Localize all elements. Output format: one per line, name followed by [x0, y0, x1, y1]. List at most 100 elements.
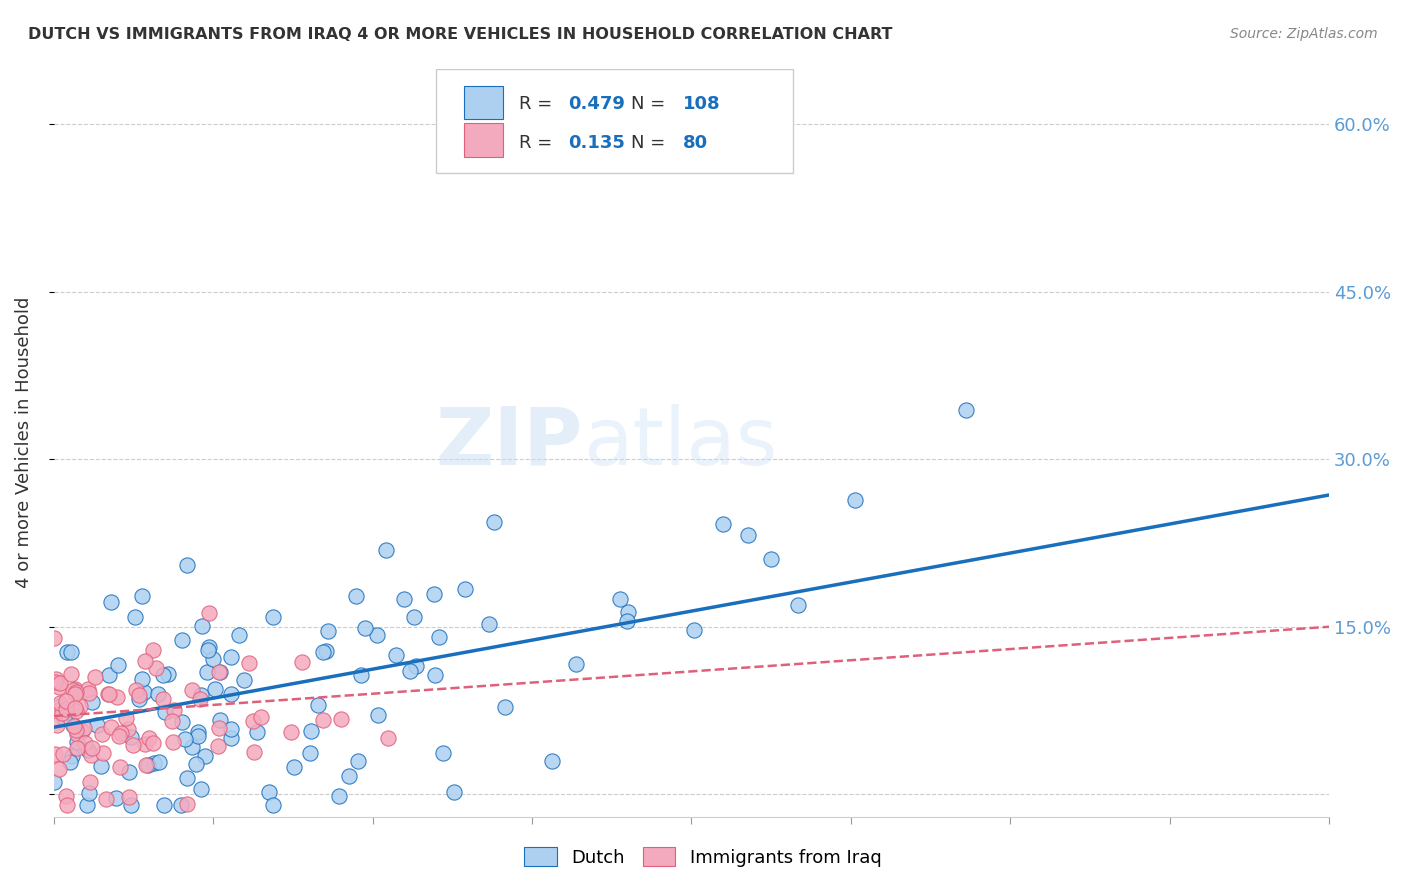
- Point: [49, 699, 72, 714]
- Point: [135, 758, 157, 772]
- Point: [59, 667, 82, 681]
- Point: [195, 665, 218, 679]
- Point: [80, 747, 103, 762]
- Point: [354, 621, 377, 635]
- Point: [77, 743, 100, 757]
- Point: [201, 652, 224, 666]
- Point: [318, 624, 340, 638]
- Point: [298, 746, 321, 760]
- Point: [329, 712, 352, 726]
- Point: [55, 702, 77, 716]
- Point: [122, 738, 145, 752]
- Point: [134, 654, 156, 668]
- Point: [56, 798, 79, 813]
- Point: [160, 714, 183, 728]
- Point: [367, 707, 389, 722]
- Point: [163, 703, 186, 717]
- Text: R =: R =: [519, 135, 558, 153]
- Point: [157, 666, 180, 681]
- Point: [110, 726, 132, 740]
- Point: [91, 747, 114, 761]
- Point: [65, 704, 87, 718]
- Point: [494, 700, 516, 714]
- FancyBboxPatch shape: [464, 86, 503, 120]
- Point: [56, 645, 79, 659]
- Point: [299, 723, 322, 738]
- Point: [76, 682, 98, 697]
- Point: [120, 731, 142, 745]
- Point: [45, 673, 67, 687]
- Point: [97, 667, 120, 681]
- Point: [198, 607, 221, 621]
- Point: [759, 551, 782, 566]
- Point: [44, 747, 66, 761]
- Point: [609, 592, 631, 607]
- Point: [384, 648, 406, 662]
- Point: [242, 745, 264, 759]
- Point: [107, 729, 129, 743]
- Point: [374, 542, 396, 557]
- Point: [44, 674, 66, 689]
- Point: [616, 615, 638, 629]
- Point: [711, 516, 734, 531]
- Point: [291, 655, 314, 669]
- Point: [423, 586, 446, 600]
- Point: [238, 656, 260, 670]
- Point: [152, 692, 174, 706]
- Point: [219, 650, 242, 665]
- Point: [204, 682, 226, 697]
- Point: [346, 755, 368, 769]
- Point: [427, 630, 450, 644]
- Point: [541, 754, 564, 768]
- Point: [155, 705, 177, 719]
- Point: [174, 731, 197, 746]
- FancyBboxPatch shape: [464, 123, 503, 157]
- Point: [115, 711, 138, 725]
- Point: [124, 683, 146, 698]
- Point: [66, 740, 89, 755]
- Point: [65, 687, 87, 701]
- Text: atlas: atlas: [583, 403, 778, 482]
- Point: [108, 759, 131, 773]
- Point: [66, 735, 89, 749]
- Point: [955, 402, 977, 417]
- Point: [69, 698, 91, 713]
- Point: [454, 582, 477, 597]
- Point: [94, 792, 117, 806]
- Point: [138, 731, 160, 746]
- Point: [208, 665, 231, 679]
- Point: [219, 731, 242, 746]
- Point: [128, 691, 150, 706]
- Point: [117, 764, 139, 779]
- Point: [250, 710, 273, 724]
- Point: [100, 595, 122, 609]
- Point: [366, 628, 388, 642]
- Point: [142, 642, 165, 657]
- Point: [44, 775, 66, 789]
- Point: [97, 687, 120, 701]
- Point: [184, 757, 207, 772]
- Text: 0.135: 0.135: [568, 135, 624, 153]
- Point: [105, 791, 128, 805]
- Point: [228, 628, 250, 642]
- Point: [432, 746, 454, 760]
- Point: [377, 731, 399, 745]
- Point: [49, 676, 72, 690]
- Point: [180, 740, 202, 755]
- Text: N =: N =: [631, 95, 672, 113]
- Point: [170, 715, 193, 730]
- Legend: Dutch, Immigrants from Iraq: Dutch, Immigrants from Iraq: [517, 840, 889, 874]
- Point: [63, 719, 86, 733]
- Point: [207, 739, 229, 754]
- Point: [350, 668, 373, 682]
- Point: [59, 756, 82, 770]
- Point: [42, 631, 65, 645]
- Point: [91, 727, 114, 741]
- Point: [107, 657, 129, 672]
- Point: [312, 713, 335, 727]
- Point: [191, 618, 214, 632]
- Point: [181, 683, 204, 698]
- Point: [136, 757, 159, 772]
- Point: [219, 723, 242, 737]
- Point: [197, 643, 219, 657]
